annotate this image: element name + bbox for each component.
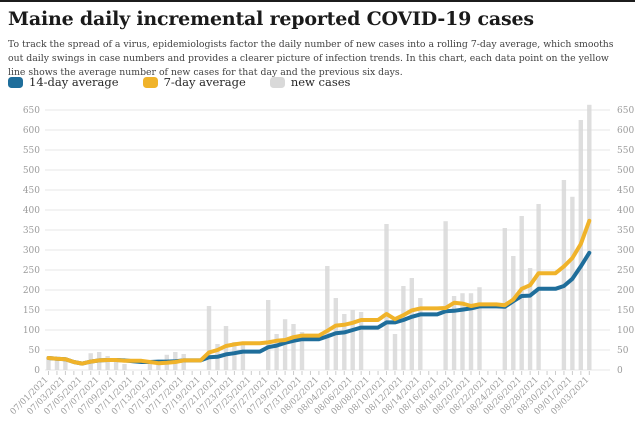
bar[interactable] <box>418 298 423 370</box>
x-axis-labels: 07/01/202107/03/202107/05/202107/07/2021… <box>9 375 592 417</box>
bar[interactable] <box>232 342 237 370</box>
bar[interactable] <box>451 296 457 370</box>
y-tick-label: 250 <box>617 266 634 276</box>
legend-swatch-newcases-icon <box>269 76 285 88</box>
bar[interactable] <box>468 293 474 370</box>
y-tick-label: 150 <box>617 306 634 316</box>
y-tick-label: 350 <box>23 226 40 236</box>
x-axis-ticks <box>48 371 590 375</box>
bar[interactable] <box>350 310 355 370</box>
y-tick-label: 500 <box>617 166 634 176</box>
y-tick-label: 600 <box>23 126 40 136</box>
legend-item-14day-average: 14-day average <box>8 75 119 89</box>
y-tick-label: 0 <box>34 366 40 376</box>
y-tick-label: 400 <box>23 206 40 216</box>
bar[interactable] <box>54 359 60 370</box>
legend-item-7day-average: 7-day average <box>142 75 246 89</box>
y-tick-label: 300 <box>23 246 40 256</box>
line-7-day-average[interactable] <box>46 218 592 366</box>
legend-swatch-7day-icon <box>142 76 158 88</box>
gridlines <box>45 109 610 371</box>
bar[interactable] <box>325 266 330 370</box>
bar[interactable] <box>384 224 389 370</box>
bar[interactable] <box>511 256 516 370</box>
y-axis-labels-right: 0 50 100 150 200 250 300 350 400 450 500 550 600 650 <box>617 106 634 376</box>
top-border-bar <box>0 0 635 2</box>
y-tick-label: 200 <box>617 286 634 296</box>
y-tick-label: 200 <box>23 286 40 296</box>
bar[interactable] <box>443 221 448 370</box>
bar[interactable] <box>409 278 414 370</box>
y-tick-label: 650 <box>617 106 634 116</box>
bar[interactable] <box>274 334 279 370</box>
bar[interactable] <box>147 362 153 370</box>
bar[interactable] <box>63 360 68 370</box>
y-tick-label: 500 <box>23 166 40 176</box>
bar[interactable] <box>561 180 567 370</box>
line-14-day-average[interactable] <box>46 250 592 366</box>
y-tick-label: 250 <box>23 266 40 276</box>
bar[interactable] <box>527 268 533 370</box>
bar[interactable] <box>587 104 592 371</box>
legend-swatch-14day-icon <box>8 76 23 88</box>
bar[interactable] <box>401 286 406 370</box>
y-tick-label: 600 <box>617 126 634 136</box>
page-title: Maine daily incremental reported COVID-1… <box>8 8 534 30</box>
bar[interactable] <box>206 306 212 370</box>
y-tick-label: 150 <box>23 306 40 316</box>
bar[interactable] <box>392 334 398 370</box>
y-tick-label: 550 <box>23 146 40 156</box>
bar[interactable] <box>519 216 524 370</box>
legend-label-newcases: new cases <box>290 75 351 89</box>
bar[interactable] <box>477 287 482 370</box>
y-tick-label: 50 <box>617 346 629 356</box>
y-tick-label: 450 <box>617 186 634 196</box>
legend-item-new-cases: new cases <box>269 75 351 89</box>
y-tick-label: 100 <box>617 326 634 336</box>
bar[interactable] <box>113 360 119 370</box>
bar[interactable] <box>291 324 296 370</box>
y-axis-labels-left: 0 50 100 150 200 250 300 350 400 450 500 550 600 650 <box>23 106 40 376</box>
bar[interactable] <box>266 300 271 370</box>
bar[interactable] <box>342 314 347 370</box>
bar[interactable] <box>460 293 465 370</box>
bar[interactable] <box>105 356 110 370</box>
y-tick-label: 50 <box>29 346 41 356</box>
y-tick-label: 350 <box>617 226 634 236</box>
bar[interactable] <box>502 228 507 370</box>
y-tick-label: 450 <box>23 186 40 196</box>
y-tick-label: 650 <box>23 106 40 116</box>
bar[interactable] <box>240 344 246 370</box>
y-tick-label: 550 <box>617 146 634 156</box>
y-tick-label: 300 <box>617 246 634 256</box>
legend-label-7day: 7-day average <box>163 75 246 89</box>
bar[interactable] <box>358 312 364 370</box>
y-tick-label: 0 <box>617 366 623 376</box>
bar[interactable] <box>122 364 127 370</box>
y-tick-label: 400 <box>617 206 634 216</box>
chart-description: To track the spread of a virus, epidemio… <box>8 39 614 78</box>
bar[interactable] <box>299 332 305 370</box>
bar[interactable] <box>46 358 51 370</box>
bar[interactable] <box>570 196 575 370</box>
y-tick-label: 100 <box>23 326 40 336</box>
chart-legend: 14-day average 7-day average new cases <box>8 75 350 89</box>
legend-label-14day: 14-day average <box>29 75 119 89</box>
